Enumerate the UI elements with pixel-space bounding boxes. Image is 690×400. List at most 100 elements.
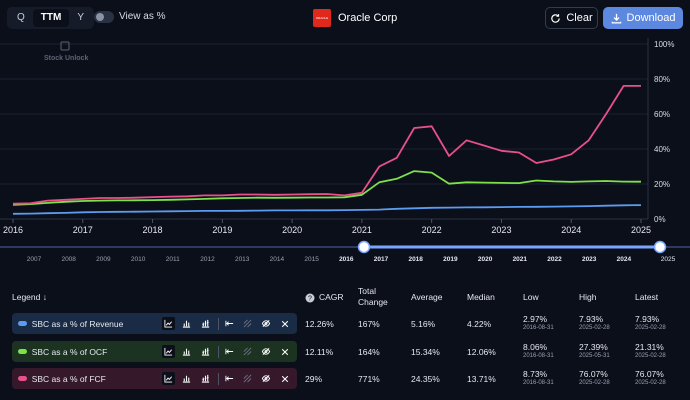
high-date: 2025-02-28 <box>579 380 610 386</box>
hide-eye-icon[interactable] <box>260 372 273 385</box>
pattern-icon[interactable] <box>241 317 254 330</box>
help-icon[interactable]: ? <box>305 293 315 303</box>
line-chart-icon[interactable] <box>162 345 175 358</box>
slider-year-label: 2016 <box>339 256 354 263</box>
pattern-icon[interactable] <box>241 372 254 385</box>
x-tick-label: 2017 <box>73 225 93 235</box>
slider-end-handle[interactable] <box>653 240 667 254</box>
x-tick-label: 2019 <box>212 225 232 235</box>
axis-left-icon[interactable] <box>223 317 236 330</box>
axis-left-icon[interactable] <box>223 345 236 358</box>
download-button[interactable]: Download <box>603 7 683 29</box>
close-icon[interactable] <box>278 345 291 358</box>
series-name: SBC as a % of FCF <box>31 373 106 384</box>
total-change-value: 771% <box>358 374 380 384</box>
high-value: 27.39% <box>579 342 608 352</box>
close-icon[interactable] <box>278 317 291 330</box>
hide-eye-icon[interactable] <box>260 345 273 358</box>
latest-value: 7.93% <box>635 314 660 324</box>
slider-year-label: 2014 <box>270 256 285 263</box>
x-tick-label: 2024 <box>561 225 581 235</box>
median-header: Median <box>467 292 495 302</box>
chart-grid <box>0 38 649 220</box>
bar-chart-icon[interactable] <box>181 317 194 330</box>
y-tick-label: 80% <box>654 75 670 84</box>
hide-eye-icon[interactable] <box>260 317 273 330</box>
date-range-slider[interactable]: 2007 2008 2009 2010 2011 2012 2013 2014 2015 2016… <box>0 240 690 264</box>
low-value: 8.73% <box>523 369 548 379</box>
slider-year-label: 2018 <box>408 256 423 263</box>
period-selector: Q TTM Y <box>7 7 94 29</box>
latest-date: 2025-02-28 <box>635 380 666 386</box>
average-value: 5.16% <box>411 319 436 329</box>
divider <box>217 372 219 385</box>
series-name: SBC as a % of Revenue <box>31 318 124 329</box>
series-line <box>12 170 642 206</box>
series-color-dot <box>18 376 27 381</box>
series-color-dot <box>18 321 27 326</box>
x-tick-label: 2018 <box>143 225 163 235</box>
y-tick-label: 60% <box>654 110 670 119</box>
x-axis: 2016 2017 2018 2019 2020 2021 2022 2023 2024 2025 <box>3 219 651 235</box>
x-tick-label: 2023 <box>491 225 511 235</box>
legend-row[interactable]: SBC as a % of FCF <box>12 368 297 389</box>
line-chart-icon[interactable] <box>162 317 175 330</box>
svg-text:?: ? <box>308 295 312 302</box>
company-header: ORACLE Oracle Corp <box>313 9 397 27</box>
bar-chart-icon[interactable] <box>181 372 194 385</box>
line-chart-icon[interactable] <box>162 372 175 385</box>
median-value: 13.71% <box>467 374 496 384</box>
legend-header-label: Legend <box>12 292 41 302</box>
series-color-dot <box>18 349 27 354</box>
high-date: 2025-02-28 <box>579 325 610 331</box>
close-icon[interactable] <box>278 372 291 385</box>
low-date: 2016-08-31 <box>523 380 554 386</box>
slider-year-label: 2008 <box>61 256 76 263</box>
legend-header[interactable]: Legend ↓ <box>12 292 47 303</box>
legend-row[interactable]: SBC as a % of OCF <box>12 341 297 362</box>
slider-year-label: 2022 <box>547 256 562 263</box>
y-tick-label: 20% <box>654 180 670 189</box>
view-as-percent-toggle[interactable] <box>94 11 114 23</box>
y-axis: 0% 20% 40% 60% 80% 100% <box>654 40 674 224</box>
legend-row[interactable]: SBC as a % of Revenue <box>12 313 297 334</box>
tab-quarterly[interactable]: Q <box>17 12 25 23</box>
stacked-bar-icon[interactable] <box>199 372 212 385</box>
refresh-icon <box>551 13 561 23</box>
axis-left-icon[interactable] <box>223 372 236 385</box>
latest-value: 76.07% <box>635 369 664 379</box>
slider-start-handle[interactable] <box>357 240 371 254</box>
median-value: 12.06% <box>467 347 496 357</box>
average-value: 15.34% <box>411 347 440 357</box>
y-tick-label: 40% <box>654 145 670 154</box>
series-line <box>12 204 642 215</box>
latest-value: 21.31% <box>635 342 664 352</box>
x-tick-label: 2020 <box>282 225 302 235</box>
cagr-header-label: CAGR <box>319 292 344 302</box>
slider-year-label: 2020 <box>478 256 493 263</box>
tab-ttm[interactable]: TTM <box>32 9 70 27</box>
tab-yearly[interactable]: Y <box>77 12 84 23</box>
x-tick-label: 2016 <box>3 225 23 235</box>
cagr-value: 12.26% <box>305 319 334 329</box>
watermark: Stock Unlock <box>44 41 88 62</box>
watermark-text: Stock Unlock <box>44 55 88 62</box>
y-tick-label: 0% <box>654 215 666 224</box>
bar-chart-icon[interactable] <box>181 345 194 358</box>
average-value: 24.35% <box>411 374 440 384</box>
slider-year-label: 2011 <box>166 256 180 263</box>
series-name: SBC as a % of OCF <box>31 346 108 357</box>
latest-date: 2025-02-28 <box>635 353 666 359</box>
slider-year-label: 2024 <box>617 256 632 263</box>
stacked-bar-icon[interactable] <box>199 317 212 330</box>
cagr-value: 12.11% <box>305 347 334 357</box>
stacked-bar-icon[interactable] <box>199 345 212 358</box>
pattern-icon[interactable] <box>241 345 254 358</box>
total-change-header-line1: Total <box>358 286 376 296</box>
clear-button[interactable]: Clear <box>545 7 598 29</box>
slider-year-label: 2019 <box>443 256 458 263</box>
series-line <box>12 85 641 205</box>
slider-year-label: 2021 <box>513 256 528 263</box>
slider-year-label: 2009 <box>96 256 111 263</box>
line-chart[interactable]: 0%20%40%60%80%100% 2016 2017 2018 2019 2020 2… <box>0 36 690 276</box>
